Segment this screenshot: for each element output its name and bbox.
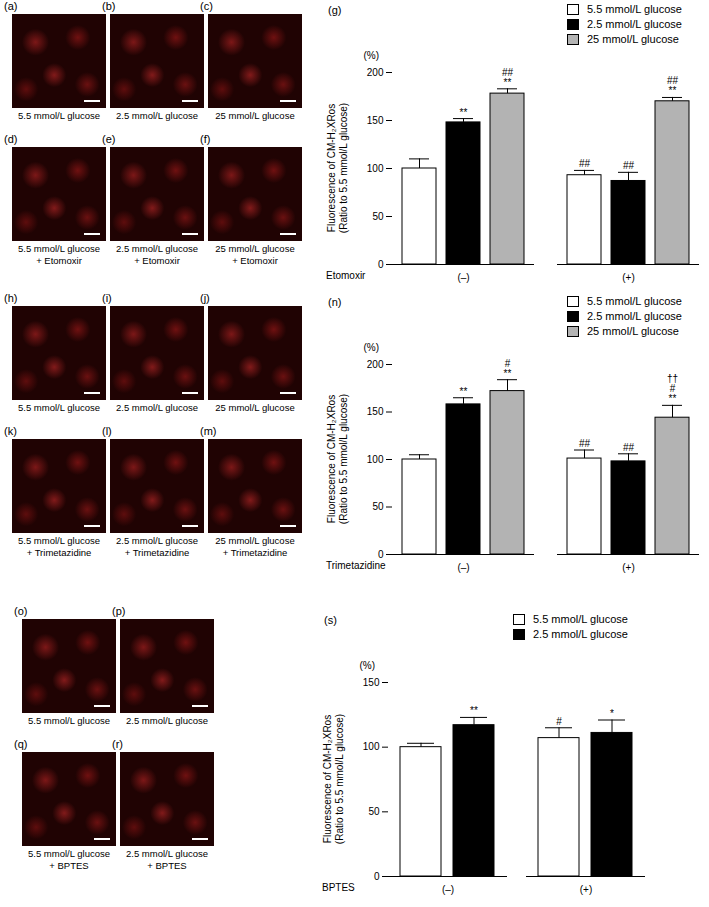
html-text:2.5 mmol/L glucose: 2.5 mmol/L glucose [116, 110, 198, 121]
html-text:+ Etomoxir: + Etomoxir [232, 255, 278, 266]
svg-text:*: * [610, 708, 614, 719]
html-text:25 mmol/L glucose: 25 mmol/L glucose [587, 325, 679, 337]
svg-text:100: 100 [367, 454, 384, 465]
svg-text:50: 50 [368, 806, 380, 817]
html-text:+ Etomoxir: + Etomoxir [36, 255, 82, 266]
html-text:(c): (c) [200, 0, 213, 12]
html-text:(Ratio to 5.5 mmol/L glucose): (Ratio to 5.5 mmol/L glucose) [338, 102, 349, 234]
html-text:(b): (b) [102, 0, 116, 12]
html-text:5.5 mmol/L glucose: 5.5 mmol/L glucose [587, 295, 682, 307]
html-text:5.5 mmol/L glucose: 5.5 mmol/L glucose [28, 715, 110, 726]
svg-text:##: ## [579, 438, 591, 449]
svg-text:#: # [556, 716, 562, 727]
svg-text:##: ## [623, 160, 635, 171]
html-text:BPTES: BPTES [322, 882, 355, 893]
html-text:(r): (r) [112, 738, 123, 750]
html-text:(Ratio to 5.5 mmol/L glucose): (Ratio to 5.5 mmol/L glucose) [338, 393, 349, 525]
svg-text:(–): (–) [457, 562, 469, 573]
html-text:25 mmol/L glucose: 25 mmol/L glucose [215, 110, 295, 121]
html-text:25 mmol/L glucose: 25 mmol/L glucose [215, 243, 295, 254]
svg-text:##**: ##** [502, 67, 514, 88]
html-text:(l): (l) [102, 425, 112, 437]
html-text:5.5 mmol/L glucose: 5.5 mmol/L glucose [18, 535, 100, 546]
html-text:Trimetazidine: Trimetazidine [326, 560, 386, 571]
svg-text:(–): (–) [457, 272, 469, 283]
html-text:2.5 mmol/L glucose: 2.5 mmol/L glucose [587, 18, 682, 30]
html-text:5.5 mmol/L glucose: 5.5 mmol/L glucose [18, 243, 100, 254]
html-text:+ BPTES: + BPTES [49, 860, 89, 871]
svg-text:(+): (+) [622, 562, 635, 573]
html-text:(a): (a) [4, 0, 18, 12]
html-text:25 mmol/L glucose: 25 mmol/L glucose [587, 33, 679, 45]
html-text:5.5 mmol/L glucose: 5.5 mmol/L glucose [28, 848, 110, 859]
html-text:Fluorescence of CM-H₂XRos: Fluorescence of CM-H₂XRos [322, 714, 333, 844]
svg-text:**: ** [470, 705, 478, 716]
html-text:2.5 mmol/L glucose: 2.5 mmol/L glucose [116, 535, 198, 546]
svg-text:50: 50 [372, 501, 384, 512]
html-text:5.5 mmol/L glucose: 5.5 mmol/L glucose [18, 110, 100, 121]
svg-text:(%): (%) [364, 342, 380, 353]
html-text:+ BPTES: + BPTES [147, 860, 187, 871]
html-text:Fluorescence of CM-H₂XRos: Fluorescence of CM-H₂XRos [326, 394, 337, 524]
svg-text:**: ** [460, 107, 468, 118]
svg-text:(%): (%) [364, 50, 380, 61]
svg-text:**: ** [460, 386, 468, 397]
svg-text:##**: ##** [667, 75, 679, 96]
html-text:(i): (i) [102, 292, 112, 304]
html-text:(q): (q) [14, 738, 28, 750]
svg-text:(–): (–) [442, 884, 454, 895]
html-text:25 mmol/L glucose: 25 mmol/L glucose [215, 535, 295, 546]
html-text:(d): (d) [4, 133, 18, 145]
svg-text:200: 200 [367, 359, 384, 370]
html-text:(k): (k) [4, 425, 17, 437]
svg-text:#**: #** [504, 358, 512, 379]
html-text:2.5 mmol/L glucose: 2.5 mmol/L glucose [126, 715, 208, 726]
svg-text:100: 100 [367, 163, 384, 174]
html-text:2.5 mmol/L glucose: 2.5 mmol/L glucose [116, 243, 198, 254]
svg-text:150: 150 [367, 115, 384, 126]
html-text:(h): (h) [4, 292, 18, 304]
html-text:(p): (p) [112, 605, 126, 617]
svg-text:200: 200 [367, 67, 384, 78]
html-text:2.5 mmol/L glucose: 2.5 mmol/L glucose [533, 628, 628, 640]
html-text:5.5 mmol/L glucose: 5.5 mmol/L glucose [587, 3, 682, 15]
html-text:25 mmol/L glucose: 25 mmol/L glucose [215, 402, 295, 413]
html-text:2.5 mmol/L glucose: 2.5 mmol/L glucose [587, 310, 682, 322]
html-text:(e): (e) [102, 133, 116, 145]
html-text:+ Etomoxir: + Etomoxir [134, 255, 180, 266]
html-text:(Ratio to 5.5 mmol/L glucose): (Ratio to 5.5 mmol/L glucose) [334, 713, 345, 845]
html-text:(f): (f) [200, 133, 211, 145]
svg-text:##: ## [623, 442, 635, 453]
html-text:(m): (m) [200, 425, 217, 437]
html-text:Etomoxir: Etomoxir [326, 270, 366, 281]
html-text:(g): (g) [328, 4, 342, 16]
html-text:(o): (o) [14, 605, 28, 617]
html-text:+ Trimetazidine: + Trimetazidine [222, 547, 288, 558]
html-text:(j): (j) [200, 292, 210, 304]
html-text:Fluorescence of CM-H₂XRos: Fluorescence of CM-H₂XRos [326, 103, 337, 233]
svg-text:150: 150 [363, 677, 380, 688]
svg-text:(+): (+) [580, 884, 593, 895]
svg-text:150: 150 [367, 406, 384, 417]
html-text:2.5 mmol/L glucose: 2.5 mmol/L glucose [126, 848, 208, 859]
svg-text:(%): (%) [360, 660, 376, 671]
html-text:+ Trimetazidine: + Trimetazidine [26, 547, 92, 558]
svg-text:0: 0 [378, 549, 384, 560]
html-text:+ Trimetazidine: + Trimetazidine [124, 547, 190, 558]
svg-text:††#**: ††#** [667, 373, 678, 404]
html-text:(s): (s) [324, 614, 337, 626]
html-text:5.5 mmol/L glucose: 5.5 mmol/L glucose [18, 402, 100, 413]
html-text:5.5 mmol/L glucose: 5.5 mmol/L glucose [533, 613, 628, 625]
svg-text:(+): (+) [622, 272, 635, 283]
svg-text:##: ## [579, 158, 591, 169]
svg-text:0: 0 [374, 871, 380, 882]
svg-text:50: 50 [372, 211, 384, 222]
svg-text:0: 0 [378, 259, 384, 270]
svg-text:100: 100 [363, 741, 380, 752]
html-text:(n): (n) [328, 296, 342, 308]
html-text:2.5 mmol/L glucose: 2.5 mmol/L glucose [116, 402, 198, 413]
